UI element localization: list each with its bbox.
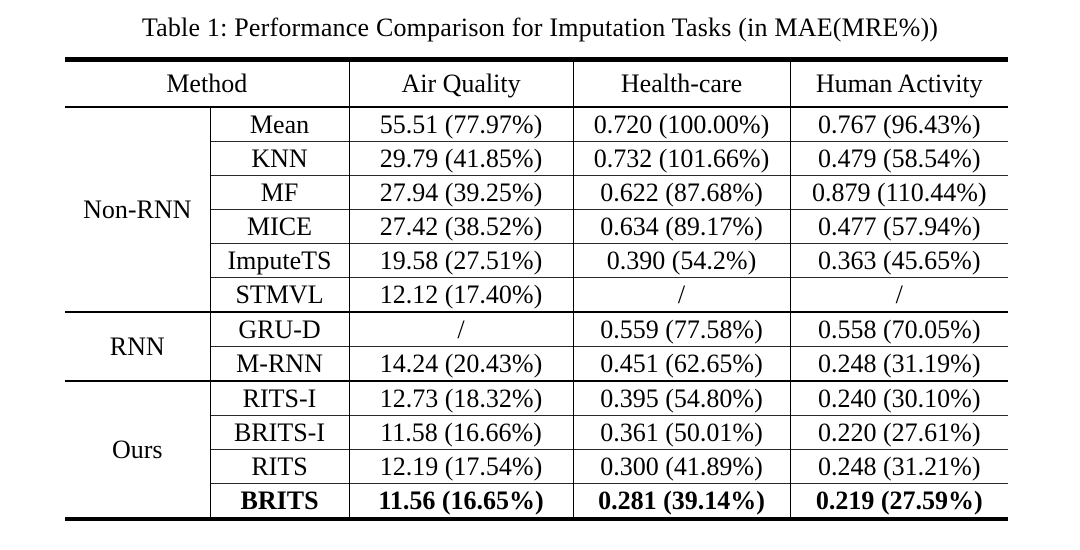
- value-cell-air-quality: 27.94 (39.25%): [348, 175, 574, 210]
- table-row: MICE 27.42 (38.52%) 0.634 (89.17%) 0.477…: [65, 209, 1009, 244]
- value-cell-human-activity: 0.477 (57.94%): [789, 209, 1009, 244]
- value-cell-air-quality: 14.24 (20.43%): [348, 346, 574, 381]
- value-cell-health-care: /: [572, 277, 791, 312]
- table-row: KNN 29.79 (41.85%) 0.732 (101.66%) 0.479…: [65, 141, 1009, 176]
- column-header-method: Method: [65, 59, 350, 108]
- method-cell: STMVL: [209, 277, 350, 312]
- method-cell: MICE: [209, 209, 350, 244]
- table-caption: Table 1: Performance Comparison for Impu…: [141, 13, 939, 42]
- group-ours: Ours RITS-I 12.73 (18.32%) 0.395 (54.80%…: [65, 381, 1009, 519]
- group-label-non-rnn: Non-RNN: [83, 194, 192, 224]
- method-cell: RITS: [209, 449, 350, 484]
- table-row: Non-RNN Mean 55.51 (77.97%) 0.720 (100.0…: [65, 107, 1009, 224]
- method-cell: BRITS: [209, 483, 350, 519]
- table-row-best: BRITS 11.56 (16.65%) 0.281 (39.14%) 0.21…: [65, 483, 1009, 519]
- value-cell-air-quality: 11.58 (16.66%): [348, 415, 574, 450]
- group-label-rnn: RNN: [109, 331, 165, 361]
- table-row: M-RNN 14.24 (20.43%) 0.451 (62.65%) 0.24…: [65, 346, 1009, 381]
- method-cell: ImputeTS: [209, 243, 350, 278]
- group-rnn: RNN GRU-D / 0.559 (77.58%) 0.558 (70.05%…: [65, 312, 1009, 381]
- value-cell-human-activity: 0.879 (110.44%): [789, 175, 1009, 210]
- method-cell: BRITS-I: [209, 415, 350, 450]
- value-cell-human-activity: 0.240 (30.10%): [789, 381, 1009, 416]
- value-cell-health-care: 0.634 (89.17%): [572, 209, 791, 244]
- value-cell-health-care: 0.395 (54.80%): [572, 381, 791, 416]
- value-cell-air-quality: 27.42 (38.52%): [348, 209, 574, 244]
- value-cell-health-care: 0.559 (77.58%): [572, 312, 791, 347]
- column-header-air-quality: Air Quality: [348, 59, 574, 108]
- value-cell-health-care: 0.732 (101.66%): [572, 141, 791, 176]
- value-cell-health-care: 0.451 (62.65%): [572, 346, 791, 381]
- column-header-health-care: Health-care: [572, 59, 791, 108]
- method-cell: KNN: [209, 141, 350, 176]
- value-cell-health-care: 0.300 (41.89%): [572, 449, 791, 484]
- method-cell: MF: [209, 175, 350, 210]
- table-row: BRITS-I 11.58 (16.66%) 0.361 (50.01%) 0.…: [65, 415, 1009, 450]
- value-cell-air-quality: 12.19 (17.54%): [348, 449, 574, 484]
- value-cell-health-care: 0.361 (50.01%): [572, 415, 791, 450]
- method-cell: GRU-D: [209, 312, 350, 347]
- value-cell-human-activity: 0.558 (70.05%): [789, 312, 1009, 347]
- group-non-rnn: Non-RNN Mean 55.51 (77.97%) 0.720 (100.0…: [65, 107, 1009, 312]
- value-cell-air-quality: /: [348, 312, 574, 347]
- table-row: ImputeTS 19.58 (27.51%) 0.390 (54.2%) 0.…: [65, 243, 1009, 278]
- table-row: Ours RITS-I 12.73 (18.32%) 0.395 (54.80%…: [65, 381, 1009, 464]
- value-cell-air-quality: 55.51 (77.97%): [348, 107, 574, 142]
- column-header-human-activity: Human Activity: [789, 59, 1009, 108]
- table-container: Method Air Quality Health-care Human Act…: [65, 57, 1080, 521]
- table-row: RNN GRU-D / 0.559 (77.58%) 0.558 (70.05%…: [65, 312, 1009, 361]
- method-cell: Mean: [209, 107, 350, 142]
- value-cell-air-quality: 11.56 (16.65%): [348, 483, 574, 519]
- group-label-ours: Ours: [111, 434, 163, 464]
- value-cell-health-care: 0.281 (39.14%): [572, 483, 791, 519]
- header-row: Method Air Quality Health-care Human Act…: [65, 59, 1009, 108]
- table-row: MF 27.94 (39.25%) 0.622 (87.68%) 0.879 (…: [65, 175, 1009, 210]
- value-cell-air-quality: 12.12 (17.40%): [348, 277, 574, 312]
- value-cell-air-quality: 19.58 (27.51%): [348, 243, 574, 278]
- value-cell-health-care: 0.622 (87.68%): [572, 175, 791, 210]
- value-cell-human-activity: 0.363 (45.65%): [789, 243, 1009, 278]
- value-cell-human-activity: 0.219 (27.59%): [789, 483, 1009, 519]
- value-cell-health-care: 0.720 (100.00%): [572, 107, 791, 142]
- value-cell-human-activity: 0.767 (96.43%): [789, 107, 1009, 142]
- method-cell: RITS-I: [209, 381, 350, 416]
- value-cell-air-quality: 29.79 (41.85%): [348, 141, 574, 176]
- value-cell-human-activity: 0.248 (31.21%): [789, 449, 1009, 484]
- value-cell-human-activity: 0.220 (27.61%): [789, 415, 1009, 450]
- value-cell-human-activity: 0.248 (31.19%): [789, 346, 1009, 381]
- method-cell: M-RNN: [209, 346, 350, 381]
- results-table: Method Air Quality Health-care Human Act…: [65, 57, 1009, 521]
- value-cell-human-activity: /: [789, 277, 1009, 312]
- table-row: RITS 12.19 (17.54%) 0.300 (41.89%) 0.248…: [65, 449, 1009, 484]
- table-row: STMVL 12.12 (17.40%) / /: [65, 277, 1009, 312]
- value-cell-air-quality: 12.73 (18.32%): [348, 381, 574, 416]
- value-cell-health-care: 0.390 (54.2%): [572, 243, 791, 278]
- value-cell-human-activity: 0.479 (58.54%): [789, 141, 1009, 176]
